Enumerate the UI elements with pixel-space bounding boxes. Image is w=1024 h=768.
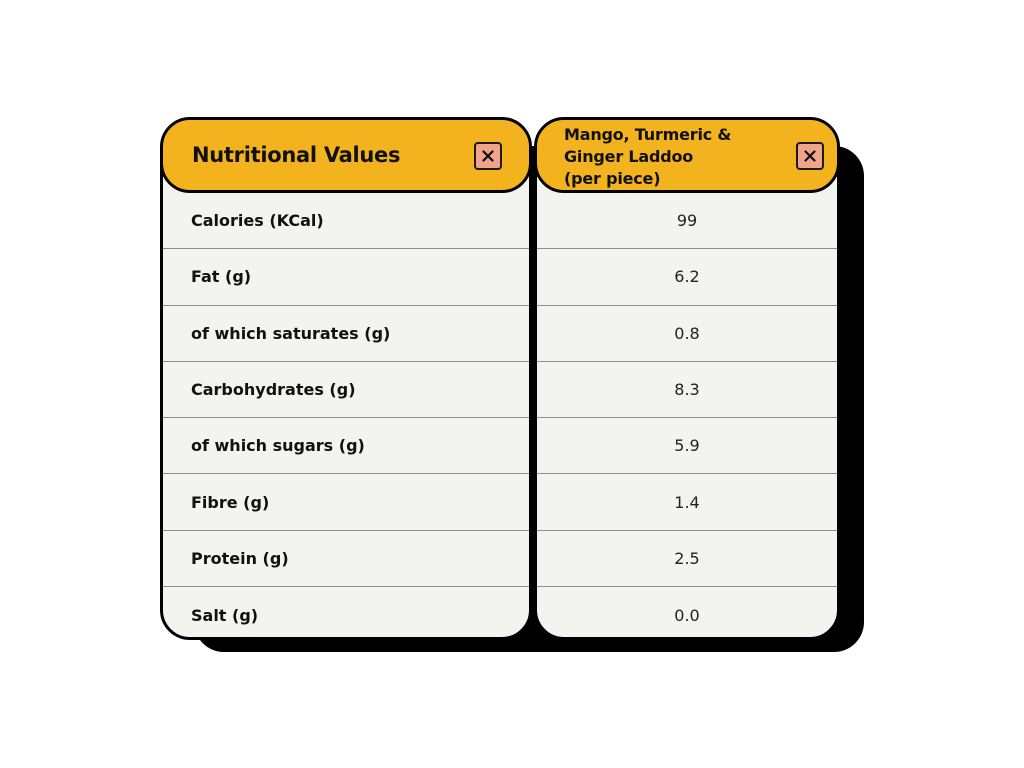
table-row: 0.8 [537, 306, 837, 362]
table-row: Fat (g) [163, 249, 529, 306]
table-row: 5.9 [537, 418, 837, 475]
table-row: 8.3 [537, 362, 837, 419]
nutrient-label: Protein (g) [191, 548, 289, 568]
nutrient-label: of which saturates (g) [191, 323, 391, 343]
nutrient-value: 0.0 [674, 605, 700, 625]
table-row: Carbohydrates (g) [163, 362, 529, 419]
nutrient-value-list: 99 6.2 0.8 8.3 5.9 1.4 2.5 0.0 [537, 193, 837, 637]
nutrient-label: Fibre (g) [191, 492, 270, 512]
table-row: 1.4 [537, 474, 837, 531]
product-title-line: Ginger Laddoo [564, 147, 694, 166]
nutrient-labels-panel: Nutritional Values Calories (KCal) Fat (… [160, 117, 532, 640]
nutrient-label: of which sugars (g) [191, 436, 365, 456]
table-row: 2.5 [537, 531, 837, 588]
nutrient-value: 6.2 [674, 267, 700, 287]
table-row: of which sugars (g) [163, 418, 529, 475]
nutrient-value: 5.9 [674, 436, 700, 456]
table-row: 0.0 [537, 587, 837, 637]
nutrient-label: Calories (KCal) [191, 211, 324, 231]
nutrient-label-list: Calories (KCal) Fat (g) of which saturat… [163, 193, 529, 637]
close-icon [482, 150, 494, 162]
product-values-header: Mango, Turmeric & Ginger Laddoo (per pie… [537, 120, 837, 193]
close-button[interactable] [796, 142, 824, 170]
close-icon [804, 150, 816, 162]
panel-title: Nutritional Values [192, 143, 401, 167]
table-row: Salt (g) [163, 587, 529, 637]
nutrient-label: Salt (g) [191, 605, 259, 625]
table-row: 6.2 [537, 249, 837, 306]
nutrient-label: Fat (g) [191, 267, 252, 287]
nutrient-value: 8.3 [674, 380, 700, 400]
table-row: Protein (g) [163, 531, 529, 588]
nutrient-labels-header: Nutritional Values [163, 120, 529, 193]
product-title-line: (per piece) [564, 169, 661, 188]
table-row: Calories (KCal) [163, 193, 529, 250]
nutrient-value: 1.4 [674, 492, 700, 512]
close-button[interactable] [474, 142, 502, 170]
table-row: of which saturates (g) [163, 306, 529, 362]
table-row: Fibre (g) [163, 474, 529, 531]
nutrient-value: 0.8 [674, 323, 700, 343]
nutrient-value: 2.5 [674, 548, 700, 568]
product-values-panel: Mango, Turmeric & Ginger Laddoo (per pie… [534, 117, 840, 640]
nutrient-label: Carbohydrates (g) [191, 380, 356, 400]
nutrient-value: 99 [676, 211, 698, 231]
product-title-line: Mango, Turmeric & [564, 125, 732, 144]
product-title: Mango, Turmeric & Ginger Laddoo (per pie… [564, 124, 774, 190]
table-row: 99 [537, 193, 837, 250]
